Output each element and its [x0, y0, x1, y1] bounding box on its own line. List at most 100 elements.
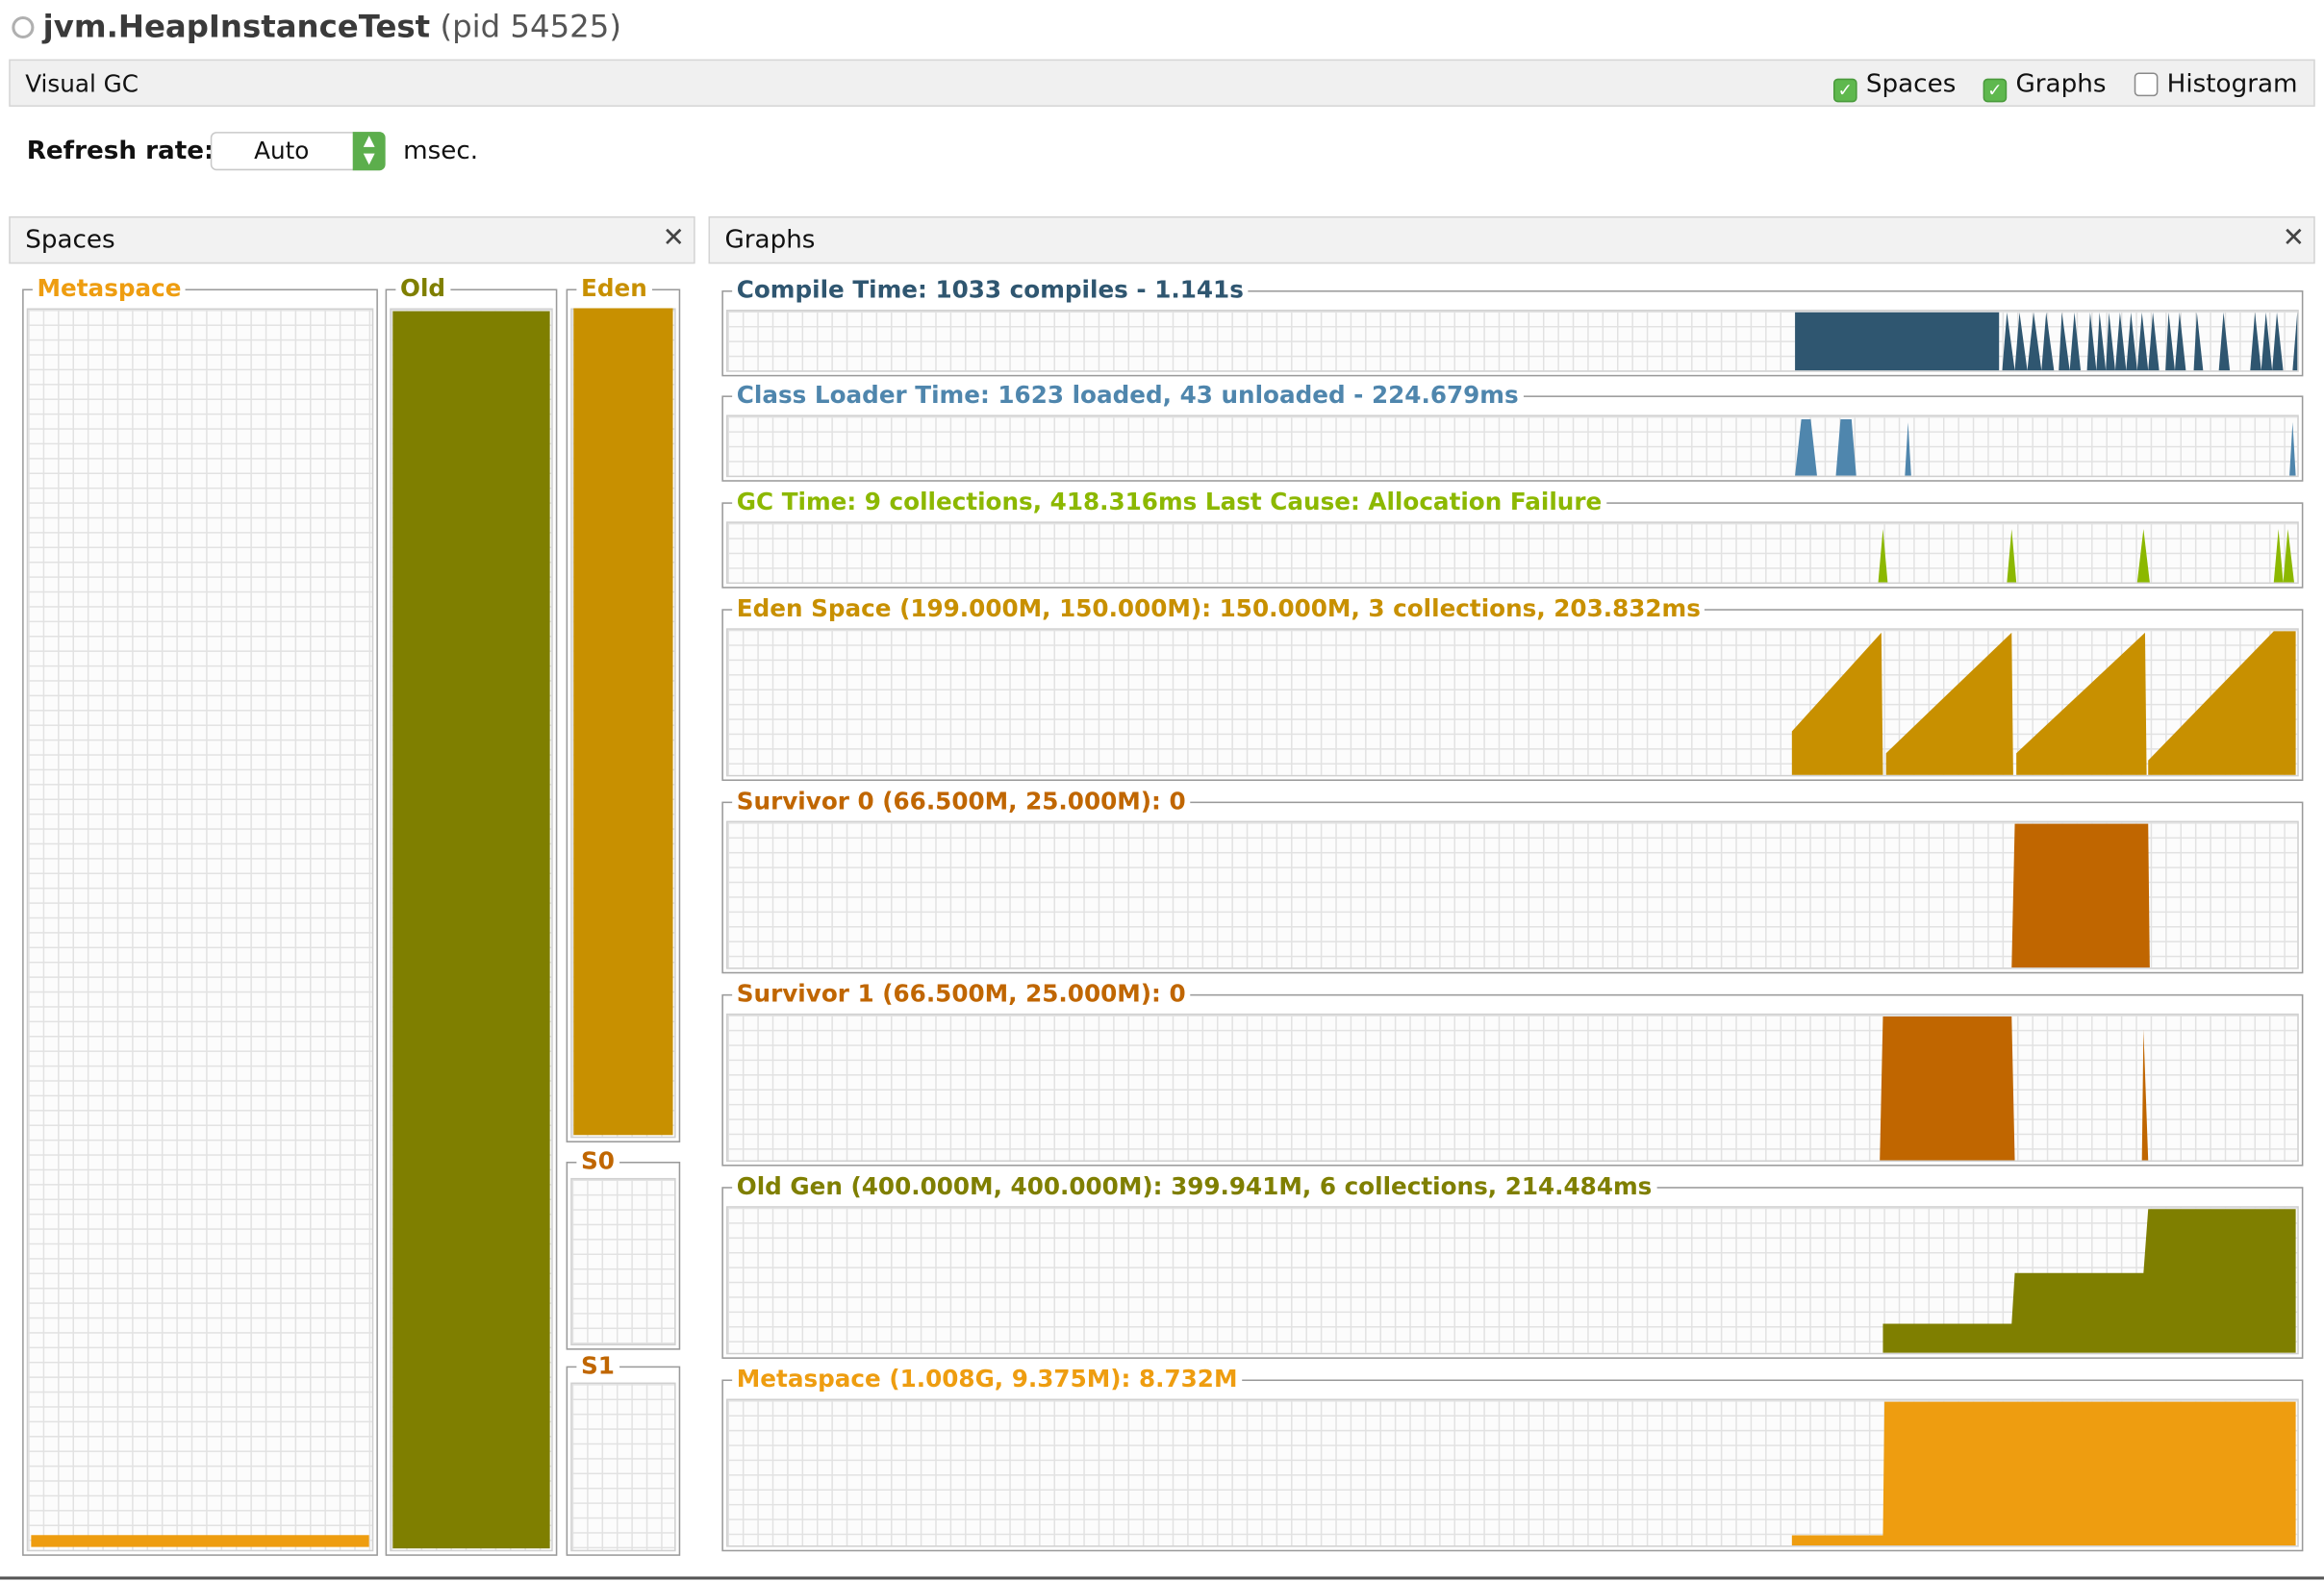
eden-space-graph: Eden Space (199.000M, 150.000M): 150.000…	[721, 593, 2304, 782]
survivor-0-plot	[725, 820, 2299, 969]
graph-area	[1878, 529, 1888, 583]
class-loader-plot	[725, 414, 2299, 478]
graph-area	[2016, 632, 2147, 775]
graphs-panel-title: Graphs	[724, 225, 816, 256]
spaces-panel-header: Spaces ✕	[9, 215, 695, 264]
graph-area	[2193, 312, 2204, 371]
compile-time-title: Compile Time: 1033 compiles - 1.141s	[732, 275, 1249, 306]
graph-area	[2011, 823, 2150, 968]
old-gen-title: Old Gen (400.000M, 400.000M): 399.941M, …	[732, 1171, 1656, 1202]
graph-area	[1791, 632, 1883, 775]
s0-space-area	[570, 1177, 676, 1346]
compile-time-graph: Compile Time: 1033 compiles - 1.141s	[721, 275, 2304, 377]
gc-time-graph: GC Time: 9 collections, 418.316ms Last C…	[721, 487, 2304, 589]
graph-area	[2218, 312, 2231, 371]
survivor-0-graph: Survivor 0 (66.500M, 25.000M): 0	[721, 787, 2304, 974]
spinner-arrows-icon[interactable]: ▲ ▼	[352, 132, 386, 171]
metaspace-plot	[725, 1398, 2299, 1547]
process-id: (pid 54525)	[440, 9, 622, 45]
graph-area	[2002, 312, 2055, 371]
graph-area	[1795, 419, 1817, 476]
compile-time-series	[1795, 312, 2298, 371]
old-gen-plot	[725, 1206, 2299, 1355]
refresh-rate-label: Refresh rate:	[26, 136, 215, 166]
old-gen-graph: Old Gen (400.000M, 400.000M): 399.941M, …	[721, 1171, 2304, 1359]
spaces-option[interactable]: ✓ Spaces	[1832, 69, 1957, 103]
app-name: jvm.HeapInstanceTest	[42, 9, 431, 45]
spaces-panel-title: Spaces	[25, 225, 115, 256]
s0-space: S0	[566, 1146, 681, 1350]
graph-area	[2007, 529, 2017, 583]
window-title: jvm.HeapInstanceTest (pid 54525)	[12, 9, 621, 44]
status-circle-icon	[12, 15, 35, 39]
graph-area	[2273, 529, 2294, 583]
histogram-checkbox[interactable]	[2134, 72, 2159, 97]
histogram-option-label: Histogram	[2166, 69, 2298, 100]
metaspace-series	[1791, 1401, 2296, 1546]
graph-area	[1905, 422, 1911, 476]
refresh-rate-spinner[interactable]: Auto ▲ ▼	[210, 132, 386, 171]
survivor-0-title: Survivor 0 (66.500M, 25.000M): 0	[732, 787, 1191, 816]
survivor-1-plot	[725, 1013, 2299, 1162]
graphs-panel-header: Graphs ✕	[708, 215, 2315, 264]
class-loader-series	[1795, 419, 2296, 476]
graph-area	[1885, 632, 2013, 775]
graph-area	[2165, 312, 2186, 371]
metaspace-space: Metaspace	[22, 274, 378, 1556]
refresh-rate-unit: msec.	[403, 136, 479, 166]
s1-space-area	[570, 1382, 676, 1552]
eden-space-graph-title: Eden Space (199.000M, 150.000M): 150.000…	[732, 593, 1705, 624]
graphs-option-label: Graphs	[2015, 69, 2107, 100]
close-icon[interactable]: ✕	[662, 222, 685, 254]
graph-area	[2136, 529, 2150, 583]
graph-area	[1880, 1016, 2015, 1161]
survivor-1-graph: Survivor 1 (66.500M, 25.000M): 0	[721, 979, 2304, 1167]
s1-space: S1	[566, 1351, 681, 1556]
old-gen-series	[1882, 1209, 2296, 1353]
visual-gc-tab[interactable]: Visual GC	[25, 69, 139, 98]
old-space: Old	[385, 274, 558, 1556]
class-loader-graph: Class Loader Time: 1623 loaded, 43 unloa…	[721, 380, 2304, 482]
metaspace-space-label: Metaspace	[32, 274, 187, 304]
graph-area	[2250, 312, 2284, 371]
s1-space-label: S1	[576, 1351, 619, 1382]
graph-area	[2148, 631, 2296, 775]
gc-time-plot	[725, 521, 2299, 585]
graphs-option[interactable]: ✓ Graphs	[1983, 69, 2107, 103]
metaspace-space-fill	[31, 1534, 369, 1547]
graph-area	[1795, 312, 2000, 371]
graph-area	[2289, 422, 2296, 476]
graph-area	[2292, 312, 2298, 371]
metaspace-space-area	[26, 308, 374, 1552]
survivor-1-series	[1880, 1016, 2149, 1161]
spaces-checkbox[interactable]: ✓	[1832, 78, 1857, 103]
old-space-fill	[392, 311, 550, 1549]
compile-time-plot	[725, 310, 2299, 372]
old-space-label: Old	[395, 274, 450, 304]
graph-area	[1882, 1209, 2296, 1353]
graph-area	[2086, 312, 2160, 371]
metaspace-graph-title: Metaspace (1.008G, 9.375M): 8.732M	[732, 1365, 1243, 1394]
refresh-rate-value: Auto	[254, 136, 310, 165]
metaspace-graph: Metaspace (1.008G, 9.375M): 8.732M	[721, 1365, 2304, 1552]
graph-area	[2059, 312, 2082, 371]
eden-space-plot	[725, 628, 2299, 777]
eden-space-area	[570, 308, 676, 1139]
close-icon[interactable]: ✕	[2282, 222, 2305, 254]
visual-gc-toolbar: Visual GC ✓ Spaces ✓ Graphs Histogram	[9, 59, 2315, 107]
graph-area	[2141, 1029, 2149, 1161]
eden-space-fill	[573, 308, 673, 1136]
bottom-divider	[0, 1576, 2324, 1580]
graphs-checkbox[interactable]: ✓	[1983, 78, 2008, 103]
eden-space-label: Eden	[576, 274, 652, 304]
survivor-1-title: Survivor 1 (66.500M, 25.000M): 0	[732, 979, 1191, 1010]
class-loader-title: Class Loader Time: 1623 loaded, 43 unloa…	[732, 380, 1524, 411]
eden-space: Eden	[566, 274, 681, 1142]
gc-time-title: GC Time: 9 collections, 418.316ms Last C…	[732, 487, 1606, 517]
eden-space-series	[1791, 631, 2296, 775]
graph-area	[1835, 419, 1857, 476]
graph-area	[1791, 1401, 2296, 1546]
histogram-option[interactable]: Histogram	[2134, 69, 2298, 100]
survivor-0-series	[2011, 823, 2150, 968]
spaces-option-label: Spaces	[1865, 69, 1957, 100]
